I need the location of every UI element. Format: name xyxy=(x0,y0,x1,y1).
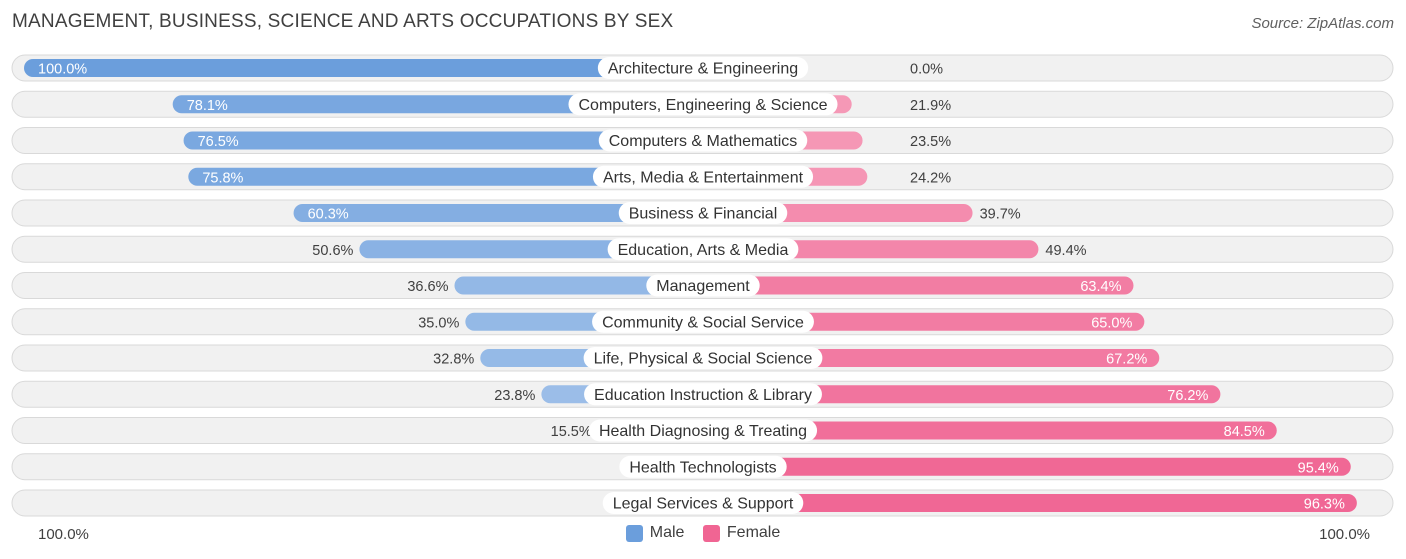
category-label-background xyxy=(607,238,799,261)
male-value-label: 60.3% xyxy=(308,207,349,223)
category-label-background xyxy=(592,310,814,333)
category-label: Computers, Engineering & Science xyxy=(578,97,827,114)
legend-item-male: Male xyxy=(625,524,685,542)
category-label: Education Instruction & Library xyxy=(594,387,812,404)
source-credit: Source: ZipAtlas.com xyxy=(1251,15,1394,32)
category-label: Health Technologists xyxy=(629,459,776,476)
female-value-label: 21.9% xyxy=(910,98,951,114)
female-value-label: 39.7% xyxy=(980,207,1021,223)
female-bar xyxy=(703,385,1221,404)
male-bar xyxy=(183,131,703,150)
male-bar xyxy=(188,167,703,186)
category-label-background xyxy=(568,93,838,116)
legend-male-label: Male xyxy=(649,524,685,541)
category-label: Life, Physical & Social Science xyxy=(594,351,813,368)
legend: Male Female xyxy=(0,524,1406,547)
female-value-label: 76.2% xyxy=(1167,388,1208,404)
category-label-background xyxy=(588,419,818,442)
female-value-label: 63.4% xyxy=(1080,279,1121,295)
axis-right-label: 100.0% xyxy=(1319,526,1370,543)
category-label: Business & Financial xyxy=(629,206,778,223)
category-label: Health Diagnosing & Treating xyxy=(599,423,807,440)
category-label-background xyxy=(646,274,760,297)
male-value-label: 23.8% xyxy=(494,388,535,404)
female-value-label: 23.5% xyxy=(910,134,951,150)
female-bar xyxy=(703,312,1145,331)
female-value-label: 95.4% xyxy=(1298,460,1339,476)
female-value-label: 96.3% xyxy=(1304,497,1345,513)
category-label: Architecture & Engineering xyxy=(608,61,798,78)
male-value-label: 78.1% xyxy=(187,98,228,114)
male-value-label: 100.0% xyxy=(38,62,87,78)
male-value-label: 15.5% xyxy=(551,424,592,440)
category-label-background xyxy=(619,455,787,478)
category-label: Management xyxy=(656,278,750,295)
category-label: Computers & Mathematics xyxy=(609,133,798,150)
category-label: Arts, Media & Entertainment xyxy=(603,169,804,186)
female-value-label: 65.0% xyxy=(1091,315,1132,331)
female-bar xyxy=(703,457,1351,476)
category-label-background xyxy=(584,383,822,406)
female-bar xyxy=(703,276,1134,295)
female-bar xyxy=(703,494,1357,512)
male-value-label: 50.6% xyxy=(312,243,353,259)
male-swatch xyxy=(625,524,643,542)
male-value-label: 35.0% xyxy=(418,315,459,331)
female-value-label: 49.4% xyxy=(1045,243,1086,259)
male-value-label: 75.8% xyxy=(202,170,243,186)
category-label: Community & Social Service xyxy=(602,314,804,331)
category-label-background xyxy=(602,492,804,514)
male-value-label: 76.5% xyxy=(198,134,239,150)
female-value-label: 67.2% xyxy=(1106,352,1147,368)
male-value-label: 32.8% xyxy=(433,352,474,368)
category-label-background xyxy=(597,57,809,79)
male-bar xyxy=(454,276,703,295)
category-label-background xyxy=(592,165,814,188)
chart-title: MANAGEMENT, BUSINESS, SCIENCE AND ARTS O… xyxy=(12,11,674,32)
male-bar xyxy=(293,204,703,222)
male-bar xyxy=(24,59,703,77)
category-label: Legal Services & Support xyxy=(613,496,794,513)
category-label-background xyxy=(598,129,808,152)
category-label-background xyxy=(583,347,823,369)
male-value-label: 36.6% xyxy=(407,279,448,295)
female-bar xyxy=(703,421,1277,440)
female-value-label: 84.5% xyxy=(1224,424,1265,440)
legend-female-label: Female xyxy=(726,524,781,541)
category-label: Education, Arts & Media xyxy=(618,242,789,259)
female-value-label: 24.2% xyxy=(910,170,951,186)
diverging-bar-chart: 100.0% 0.0% Architecture & Engineering 78.1… xyxy=(11,54,1394,517)
legend-item-female: Female xyxy=(702,524,781,542)
axis-left-label: 100.0% xyxy=(38,526,89,543)
female-value-label: 0.0% xyxy=(910,62,943,78)
category-label-background xyxy=(618,202,788,224)
female-swatch xyxy=(702,524,720,542)
